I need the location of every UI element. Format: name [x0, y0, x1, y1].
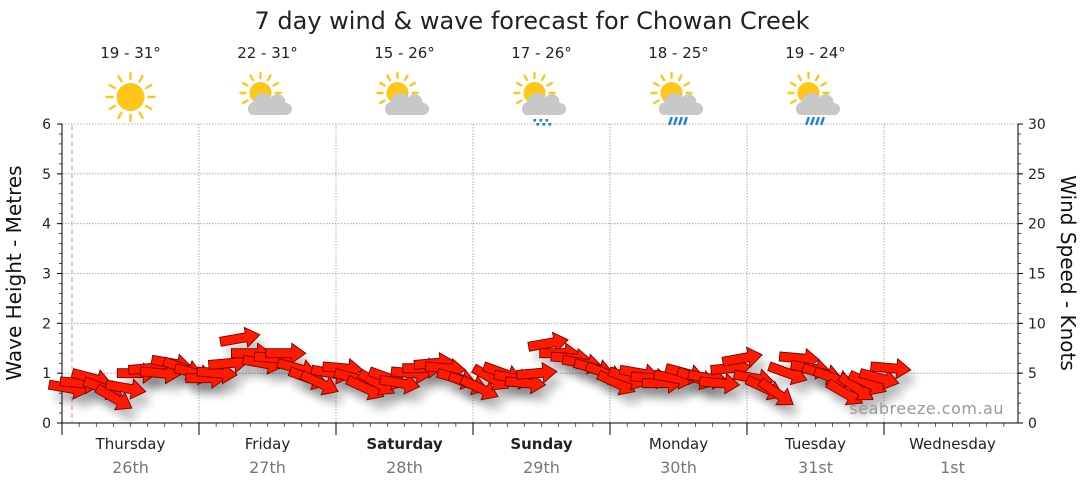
daily-temperatures: 19 - 31° 22 - 31° 15 - 26° 17 - 26° 18 - 25°… — [100, 44, 846, 62]
day-date-label: 27th — [249, 458, 286, 477]
shower-dot — [548, 123, 552, 126]
cloud-shape — [658, 92, 704, 115]
wind-arrow — [265, 342, 307, 365]
day-date-label: 28th — [386, 458, 423, 477]
wind-arrow — [721, 346, 763, 368]
day-name-label: Monday — [649, 435, 708, 453]
rain-drop — [805, 116, 810, 126]
shower-dot — [542, 123, 546, 126]
day-date-label: 26th — [112, 458, 149, 477]
wind-arrow-shadow — [385, 384, 426, 405]
cloud-shape — [795, 92, 841, 115]
day-name-label: Sunday — [510, 435, 573, 453]
cloud-shape — [384, 92, 430, 115]
right-tick-label: 20 — [1028, 217, 1046, 233]
partly-cloudy-icon — [376, 71, 430, 115]
cloud-shape — [521, 92, 567, 115]
temperature-range: 15 - 26° — [374, 44, 435, 62]
sun-shape — [105, 71, 156, 123]
day-date-label: 31st — [798, 458, 833, 477]
rain-drop — [673, 116, 678, 126]
left-tick-label: 3 — [42, 267, 51, 283]
left-tick-label: 5 — [42, 167, 51, 183]
wind-arrow — [104, 378, 147, 400]
day-name-label: Friday — [245, 435, 291, 453]
rain-drop — [683, 116, 688, 126]
wind-arrows-shadow — [54, 337, 917, 420]
wind-arrow — [837, 372, 874, 401]
right-tick-label: 5 — [1028, 366, 1037, 382]
showers-icon — [513, 71, 567, 126]
wind-arrow — [757, 377, 794, 406]
right-tick-label: 15 — [1028, 267, 1046, 283]
day-date-label: 1st — [940, 458, 965, 477]
day-name-label: Thursday — [95, 435, 166, 453]
right-axis-ticks: 0 5 10 15 20 25 30 — [1018, 117, 1046, 432]
shower-dot — [536, 123, 540, 126]
rain-drop — [815, 116, 820, 126]
day-date-label: 29th — [523, 458, 560, 477]
wind-arrow — [378, 373, 421, 395]
rain-drop — [820, 116, 825, 126]
wind-arrows — [47, 326, 912, 411]
left-tick-label: 1 — [42, 366, 51, 382]
day-name-label: Tuesday — [784, 435, 846, 453]
sunny-icon — [105, 71, 156, 123]
shower-dot — [533, 119, 537, 122]
right-tick-label: 30 — [1028, 117, 1046, 133]
rain-drop — [810, 116, 815, 126]
day-date-label: 30th — [660, 458, 697, 477]
wind-arrow — [94, 383, 133, 411]
right-axis-title: Wind Speed - Knots — [1056, 175, 1080, 371]
temperature-range: 18 - 25° — [648, 44, 709, 62]
temperature-range: 22 - 31° — [237, 44, 298, 62]
temperature-range: 17 - 26° — [511, 44, 572, 62]
partly-cloudy-icon — [239, 71, 293, 115]
rain-icon — [650, 71, 704, 126]
wind-arrow — [516, 361, 558, 384]
temperature-range: 19 - 24° — [785, 44, 846, 62]
left-tick-label: 2 — [42, 316, 51, 332]
temperature-range: 19 - 31° — [100, 44, 161, 62]
wind-arrow — [527, 331, 569, 354]
cloud-shape — [247, 92, 293, 115]
day-name-label: Wednesday — [909, 435, 996, 453]
wind-arrow — [870, 357, 912, 380]
wind-arrow — [698, 372, 741, 395]
left-tick-label: 6 — [42, 117, 51, 133]
left-tick-label: 4 — [42, 217, 51, 233]
left-axis-title: Wave Height - Metres — [2, 165, 26, 380]
right-tick-label: 0 — [1028, 416, 1037, 432]
wind-arrow — [219, 326, 261, 349]
weather-icons — [105, 71, 841, 126]
rain-drop — [678, 116, 683, 126]
watermark-text: seabreeze.com.au — [849, 399, 1004, 418]
wind-arrow — [459, 374, 499, 401]
right-tick-label: 10 — [1028, 316, 1046, 332]
rain-icon — [787, 71, 841, 126]
day-labels: Thursday 26th Friday 27th Saturday 28th Sunday… — [61, 423, 1005, 477]
shower-dot — [545, 119, 549, 122]
wind-arrow — [299, 370, 339, 396]
chart-title: 7 day wind & wave forecast for Chowan Cr… — [255, 7, 810, 35]
left-tick-label: 0 — [42, 416, 51, 432]
rain-drop — [668, 116, 673, 126]
shower-dot — [539, 119, 543, 122]
right-tick-label: 25 — [1028, 167, 1046, 183]
day-name-label: Saturday — [366, 435, 443, 453]
wind-arrow — [858, 368, 900, 391]
